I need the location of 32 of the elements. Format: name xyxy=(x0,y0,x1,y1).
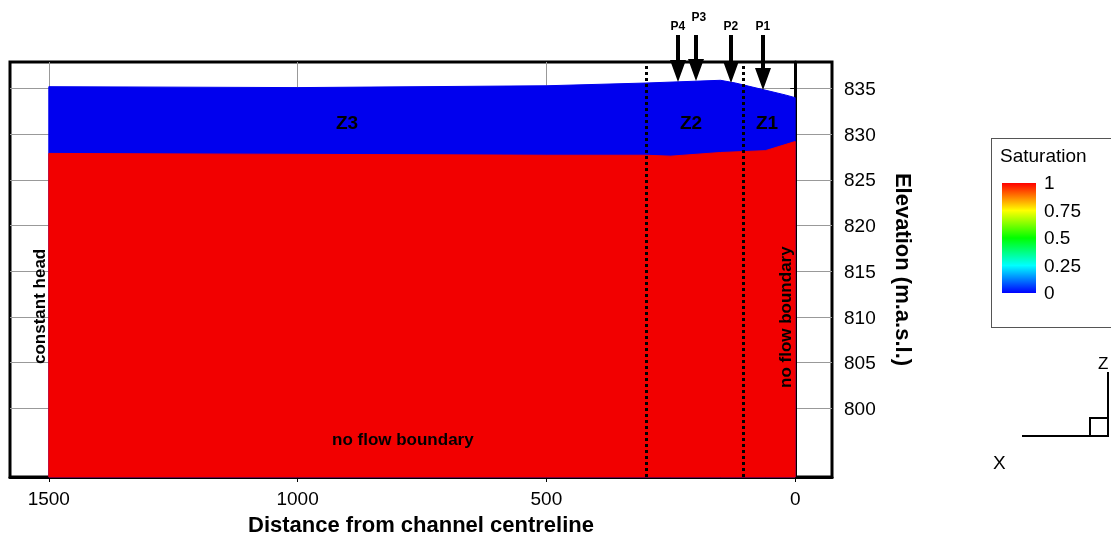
color-bar-label: 0.75 xyxy=(1044,199,1081,222)
y-tick-label: 830 xyxy=(844,123,876,145)
y-tick-label: 835 xyxy=(844,78,876,100)
y-tick-label: 825 xyxy=(844,169,876,191)
color-bar-label: 1 xyxy=(1044,172,1055,194)
y-tick-label: 805 xyxy=(844,352,876,374)
x-tick-label: 1500 xyxy=(27,488,70,509)
annotation: no flow boundary xyxy=(776,246,796,388)
color-bar-label: 0 xyxy=(1044,282,1055,304)
y-tick-label: 815 xyxy=(844,260,876,282)
x-tick-label: 0 xyxy=(789,488,801,509)
annotation: no flow boundary xyxy=(332,430,474,450)
text: P3 xyxy=(691,10,707,24)
y-tick-label: 810 xyxy=(844,306,876,328)
x-tick-label: 500 xyxy=(530,488,563,509)
y-tick-label: 820 xyxy=(844,215,876,237)
y-tick-label: 800 xyxy=(844,397,876,419)
annotation: Z3 xyxy=(336,112,359,134)
text: P1 xyxy=(755,19,771,33)
text: P2 xyxy=(723,19,739,33)
text: X xyxy=(993,452,1006,474)
annotation: Z1 xyxy=(756,112,779,134)
x-axis-title: Distance from channel centreline xyxy=(248,511,594,537)
x-tick-label: 1000 xyxy=(276,488,319,509)
y-axis-title: Elevation (m.a.s.l.) xyxy=(890,172,916,367)
color-bar-title: Saturation xyxy=(1000,145,1087,167)
color-bar-label: 0.25 xyxy=(1044,254,1081,277)
annotation: Z2 xyxy=(680,112,703,134)
color-bar-label: 0.5 xyxy=(1044,227,1071,249)
text: Z xyxy=(1098,354,1109,374)
text: P4 xyxy=(670,19,686,33)
annotation: constant head xyxy=(30,248,50,364)
